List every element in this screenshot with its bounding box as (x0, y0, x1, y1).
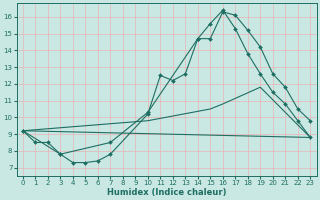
X-axis label: Humidex (Indice chaleur): Humidex (Indice chaleur) (107, 188, 226, 197)
